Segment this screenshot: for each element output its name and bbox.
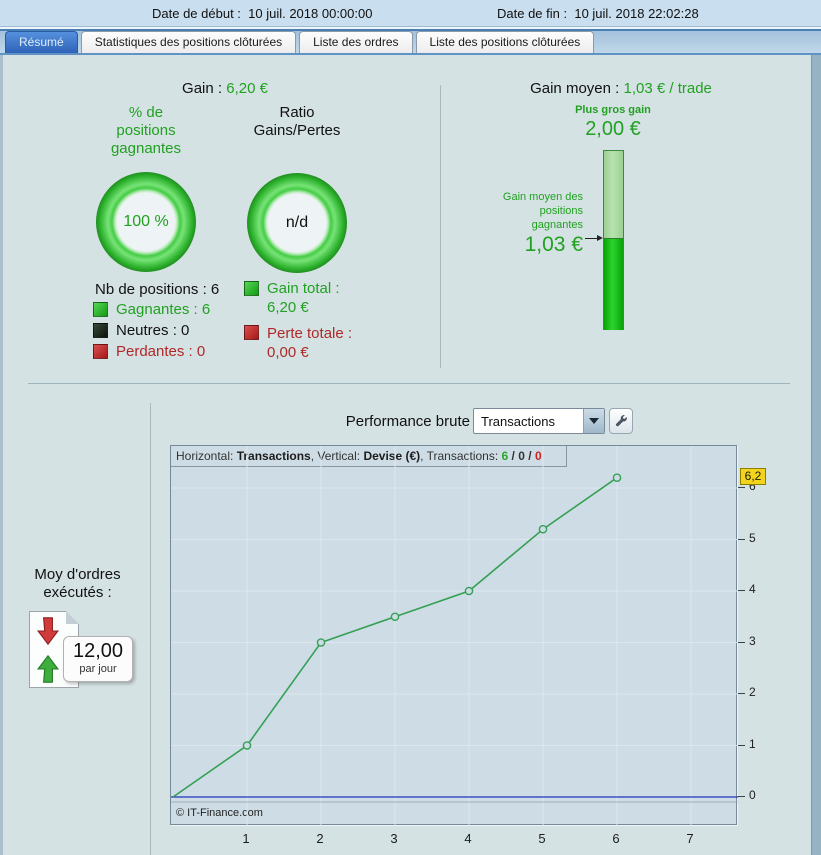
wrench-icon <box>616 414 627 427</box>
x-axis-label: 6 <box>612 831 620 846</box>
dropdown-selected-value: Transactions <box>481 414 555 429</box>
gauge-arrow <box>585 238 598 239</box>
divider <box>0 53 821 55</box>
avg-win-value: 1,03 € <box>524 233 583 256</box>
x-axis-label: 5 <box>538 831 546 846</box>
positions-count-label: Nb de positions : 6 <box>95 281 220 298</box>
ratio-title: Ratio Gains/Pertes <box>253 104 341 139</box>
date-end: Date de fin : 10 juil. 2018 22:02:28 <box>497 6 699 21</box>
gain-gauge-bar <box>603 150 624 330</box>
gain-total-value: 6,20 € <box>267 299 309 316</box>
chevron-down-icon[interactable] <box>583 409 604 433</box>
panel-border-right <box>811 55 821 855</box>
current-value-badge: 6,2 <box>740 467 766 485</box>
gauge-above-average <box>604 151 623 239</box>
win-pct-value: 100 % <box>123 213 169 230</box>
neutral-legend-swatch <box>93 323 108 338</box>
ratio-donut: n/d <box>247 173 347 273</box>
y-axis-tick <box>738 744 745 746</box>
y-axis-label: 1 <box>749 736 756 751</box>
chart-settings-button[interactable] <box>609 408 633 434</box>
x-axis-label: 1 <box>242 831 250 846</box>
orders-avg-value: 12,00 <box>72 640 124 662</box>
avg-gain-header: Gain moyen : 1,03 € / trade <box>530 80 712 97</box>
data-point <box>464 586 474 596</box>
x-axis-label: 3 <box>390 831 398 846</box>
loss-total-label: Perte totale : <box>267 325 353 342</box>
y-axis-tick <box>738 487 745 488</box>
win-pct-donut: 100 % <box>96 172 196 272</box>
wins-legend-label: Gagnantes : 6 <box>116 301 211 318</box>
divider <box>0 29 821 31</box>
neutral-legend-label: Neutres : 0 <box>116 322 190 339</box>
biggest-gain-label: Plus gros gain <box>575 104 651 116</box>
loss-total-swatch <box>244 325 259 340</box>
y-axis-tick <box>738 693 745 694</box>
arrow-up-icon <box>37 654 59 683</box>
orders-avg-label: Moy d'ordres exécutés : <box>34 566 121 601</box>
losses-legend-label: Perdantes : 0 <box>116 343 206 360</box>
date-start: Date de début : 10 juil. 2018 00:00:00 <box>152 6 373 21</box>
tab-resume[interactable]: Résumé <box>5 31 78 53</box>
y-axis-tick <box>738 590 745 591</box>
gauge-arrow-head <box>597 235 603 241</box>
data-point <box>390 612 400 622</box>
ratio-value: n/d <box>285 214 309 231</box>
panel-border-left <box>0 55 3 855</box>
y-axis-label: 0 <box>749 788 756 802</box>
tab-liste-ordres[interactable]: Liste des ordres <box>299 31 413 53</box>
data-point <box>538 524 548 534</box>
gauge-below-average <box>604 239 623 330</box>
y-axis-label: 4 <box>749 582 756 596</box>
y-axis-label: 3 <box>749 633 756 648</box>
chart-header: Horizontal: Transactions, Vertical: Devi… <box>171 446 567 467</box>
arrow-down-icon <box>37 617 59 646</box>
section-divider-horizontal <box>28 383 790 384</box>
orders-avg-value-box: 12,00 par jour <box>63 636 133 682</box>
x-axis-label: 4 <box>464 831 472 846</box>
bottom-divider-vertical <box>150 403 151 855</box>
section-divider-vertical <box>440 85 441 368</box>
x-axis-label: 7 <box>686 831 694 846</box>
tab-statistiques[interactable]: Statistiques des positions clôturées <box>80 31 297 53</box>
gain-header: Gain : 6,20 € <box>182 80 268 97</box>
data-point <box>242 741 252 750</box>
orders-avg-unit: par jour <box>79 663 117 675</box>
performance-label: Performance brute <box>345 413 470 430</box>
tab-strip: Résumé Statistiques des positions clôtur… <box>0 31 821 53</box>
y-axis-label: 5 <box>749 530 756 545</box>
loss-total-value: 0,00 € <box>267 344 309 361</box>
y-axis-label: 6 <box>749 479 756 493</box>
page-fold-icon <box>66 611 79 624</box>
biggest-gain-value: 2,00 € <box>585 118 641 140</box>
chart-plot-svg <box>171 446 738 826</box>
y-axis-tick <box>738 641 745 643</box>
y-axis-label: 2 <box>749 685 756 699</box>
y-axis-tick <box>738 796 745 797</box>
win-pct-title: % de positions gagnantes <box>110 104 182 157</box>
performance-chart: Horizontal: Transactions, Vertical: Devi… <box>170 445 738 826</box>
y-axis-tick <box>738 538 745 540</box>
tab-liste-positions[interactable]: Liste des positions clôturées <box>415 31 595 53</box>
gain-total-label: Gain total : <box>267 280 340 297</box>
copyright-watermark: © IT-Finance.com <box>176 807 263 819</box>
gain-total-swatch <box>244 281 259 296</box>
data-point <box>316 638 326 647</box>
divider <box>0 26 821 27</box>
date-bar: Date de début : 10 juil. 2018 00:00:00 D… <box>0 0 821 26</box>
data-point <box>612 473 622 483</box>
wins-legend-swatch <box>93 302 108 317</box>
divider <box>0 27 821 29</box>
performance-dropdown[interactable]: Transactions <box>473 408 605 434</box>
avg-win-label: Gain moyen des positions gagnantes <box>502 191 583 231</box>
losses-legend-swatch <box>93 344 108 359</box>
x-axis-label: 2 <box>316 831 324 846</box>
